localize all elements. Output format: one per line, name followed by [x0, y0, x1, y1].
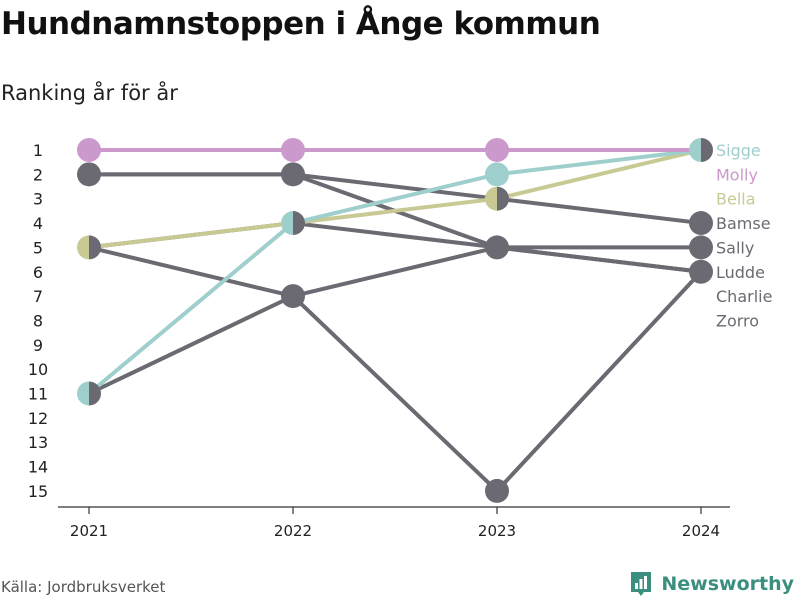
y-tick-label: 12: [28, 409, 48, 428]
series-label-bella: Bella: [716, 190, 756, 209]
y-tick-label: 13: [28, 433, 48, 452]
point-marker: [77, 162, 101, 187]
series-line-ludde: [87, 172, 703, 274]
y-tick-label: 7: [33, 287, 43, 306]
chart-title: Hundnamnstoppen i Ånge kommun: [1, 6, 601, 42]
point-marker-half: [293, 211, 305, 236]
series-label-zorro: Zorro: [716, 311, 759, 330]
brand-logo: Newsworthy: [629, 570, 794, 598]
y-tick-label: 5: [33, 238, 43, 257]
brand-name: Newsworthy: [661, 573, 794, 595]
y-tick-label: 6: [33, 263, 43, 282]
x-tick-label: 2023: [478, 522, 516, 540]
chart-subtitle: Ranking år för år: [1, 81, 178, 105]
series-label-sally: Sally: [716, 238, 754, 257]
point-marker: [281, 284, 305, 309]
x-tick-label: 2022: [274, 522, 312, 540]
point-marker-half: [701, 138, 713, 162]
newsworthy-icon: [631, 572, 652, 596]
point-marker: [485, 478, 509, 503]
point-marker-half: [497, 186, 509, 211]
point-marker: [485, 138, 509, 162]
x-tick-label: 2021: [70, 522, 108, 540]
point-marker: [689, 235, 713, 260]
series-label-sigge: Sigge: [716, 141, 761, 160]
source-note: Källa: Jordbruksverket: [1, 578, 166, 596]
x-tick-label: 2024: [682, 522, 720, 540]
point-marker-half: [77, 235, 89, 260]
y-tick-label: 15: [28, 482, 48, 501]
point-marker: [689, 211, 713, 236]
y-tick-label: 8: [33, 311, 43, 330]
point-marker: [485, 162, 509, 187]
point-marker-half: [485, 186, 497, 211]
series-line-sigge: [87, 148, 703, 396]
point-marker: [77, 138, 101, 162]
point-marker-half: [77, 381, 89, 406]
point-marker-half: [689, 138, 701, 162]
series-label-molly: Molly: [716, 165, 758, 184]
series-label-bamse: Bamse: [716, 214, 771, 233]
series-line-bella: [87, 148, 703, 250]
y-tick-label: 11: [28, 385, 48, 404]
point-marker: [485, 235, 509, 260]
series-line-sally: [87, 245, 703, 299]
y-tick-label: 4: [33, 214, 43, 233]
y-tick-label: 2: [33, 165, 43, 184]
point-marker: [281, 162, 305, 187]
point-marker-half: [89, 235, 101, 260]
y-tick-label: 10: [28, 360, 48, 379]
y-tick-label: 3: [33, 190, 43, 209]
series-label-ludde: Ludde: [716, 263, 765, 282]
point-marker-half: [281, 211, 293, 236]
y-tick-label: 1: [33, 141, 43, 160]
point-marker-half: [89, 381, 101, 406]
point-marker: [689, 259, 713, 284]
series-line-zorro: [87, 269, 703, 493]
y-tick-label: 14: [28, 458, 48, 477]
series-label-charlie: Charlie: [716, 287, 772, 306]
y-tick-label: 9: [33, 336, 43, 355]
point-marker: [281, 138, 305, 162]
